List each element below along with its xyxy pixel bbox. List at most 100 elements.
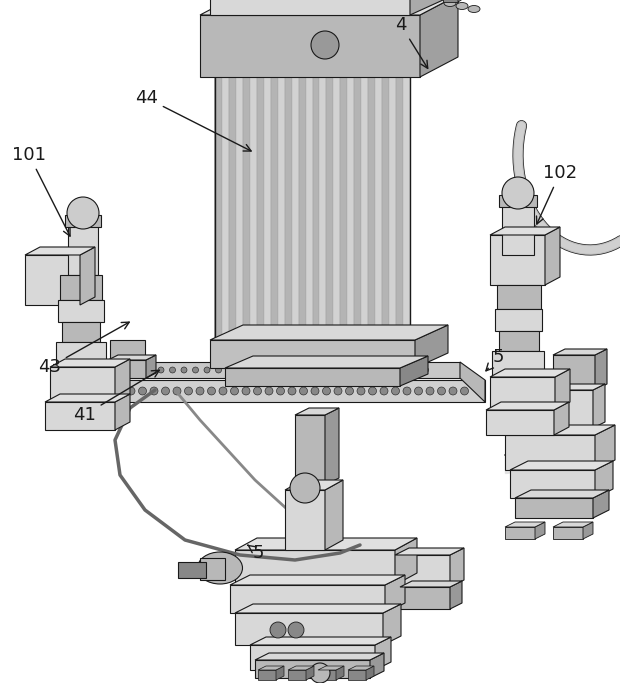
Polygon shape	[115, 394, 130, 430]
Text: 43: 43	[38, 322, 129, 376]
Polygon shape	[385, 575, 405, 613]
Polygon shape	[45, 402, 115, 430]
Bar	[285, 75, 291, 340]
Bar	[257, 75, 264, 340]
Circle shape	[135, 367, 141, 373]
Polygon shape	[146, 355, 156, 378]
Polygon shape	[285, 480, 343, 490]
Polygon shape	[225, 368, 400, 386]
Circle shape	[426, 387, 434, 395]
Polygon shape	[200, 15, 420, 77]
Bar	[56, 342, 106, 367]
Polygon shape	[383, 604, 401, 645]
Ellipse shape	[456, 3, 468, 10]
Bar	[215, 75, 410, 340]
Bar	[306, 75, 312, 340]
Circle shape	[231, 387, 239, 395]
Polygon shape	[535, 522, 545, 539]
Polygon shape	[80, 247, 95, 305]
Polygon shape	[410, 0, 443, 15]
Polygon shape	[288, 670, 306, 680]
Circle shape	[391, 387, 399, 395]
Polygon shape	[450, 548, 464, 587]
Bar	[68, 220, 98, 275]
Polygon shape	[593, 490, 609, 518]
Circle shape	[150, 387, 158, 395]
Polygon shape	[318, 670, 336, 680]
Bar	[243, 75, 250, 340]
Polygon shape	[306, 666, 314, 680]
Circle shape	[242, 387, 250, 395]
Bar	[340, 75, 347, 340]
Bar	[130, 362, 460, 378]
Bar	[110, 340, 145, 362]
Bar	[264, 75, 271, 340]
Bar	[499, 331, 539, 351]
Circle shape	[388, 367, 394, 373]
Polygon shape	[235, 613, 383, 645]
Polygon shape	[230, 575, 405, 585]
Circle shape	[422, 367, 428, 373]
Bar	[382, 75, 389, 340]
Polygon shape	[505, 425, 615, 435]
Polygon shape	[366, 666, 374, 680]
Circle shape	[311, 387, 319, 395]
Bar	[389, 75, 396, 340]
Polygon shape	[443, 0, 458, 2]
Bar	[396, 75, 403, 340]
Polygon shape	[295, 408, 339, 415]
Polygon shape	[230, 585, 385, 613]
Circle shape	[273, 367, 279, 373]
Circle shape	[380, 387, 388, 395]
Circle shape	[449, 387, 457, 395]
Circle shape	[270, 622, 286, 638]
Circle shape	[403, 387, 411, 395]
Bar	[312, 75, 319, 340]
Polygon shape	[325, 480, 343, 550]
Polygon shape	[235, 550, 395, 585]
Polygon shape	[348, 670, 366, 680]
Bar	[58, 300, 104, 322]
Polygon shape	[515, 498, 593, 518]
Polygon shape	[505, 527, 535, 539]
Circle shape	[262, 367, 267, 373]
Polygon shape	[460, 362, 485, 402]
Circle shape	[288, 622, 304, 638]
Polygon shape	[595, 425, 615, 470]
Bar	[495, 309, 542, 331]
Circle shape	[104, 387, 112, 395]
Polygon shape	[258, 670, 276, 680]
Bar	[222, 75, 229, 340]
Circle shape	[438, 387, 446, 395]
Bar	[236, 75, 243, 340]
Circle shape	[138, 387, 146, 395]
Polygon shape	[515, 490, 609, 498]
Bar	[60, 275, 102, 300]
Polygon shape	[115, 359, 130, 402]
Polygon shape	[25, 255, 80, 305]
Polygon shape	[420, 0, 458, 77]
Circle shape	[227, 367, 233, 373]
Circle shape	[216, 367, 221, 373]
Polygon shape	[100, 362, 130, 402]
Polygon shape	[336, 666, 344, 680]
Polygon shape	[235, 604, 401, 613]
Circle shape	[330, 367, 337, 373]
Circle shape	[365, 367, 371, 373]
Circle shape	[342, 367, 348, 373]
Bar	[271, 75, 278, 340]
Circle shape	[311, 31, 339, 59]
Polygon shape	[554, 402, 569, 435]
Polygon shape	[510, 461, 613, 470]
Polygon shape	[486, 410, 554, 435]
Bar	[375, 75, 382, 340]
Circle shape	[192, 367, 198, 373]
Text: 41: 41	[73, 370, 159, 424]
Polygon shape	[50, 367, 115, 402]
Circle shape	[67, 197, 99, 229]
Polygon shape	[510, 470, 595, 498]
Polygon shape	[288, 666, 314, 670]
Bar	[65, 215, 101, 227]
Polygon shape	[505, 435, 595, 470]
Polygon shape	[553, 522, 593, 527]
